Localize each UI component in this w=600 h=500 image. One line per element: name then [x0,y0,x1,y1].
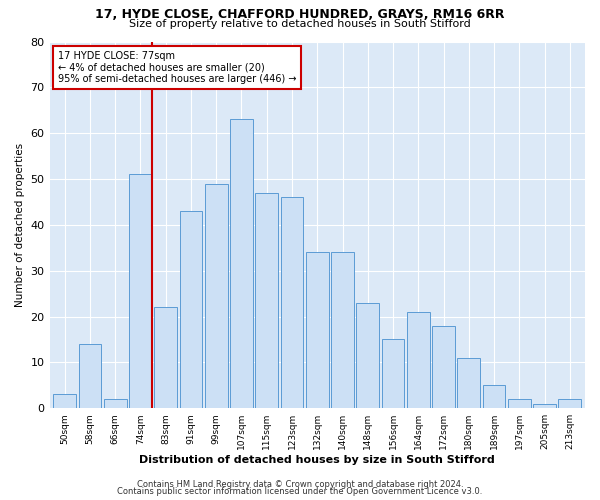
Bar [331,252,354,408]
Bar [559,399,581,408]
Text: 17, HYDE CLOSE, CHAFFORD HUNDRED, GRAYS, RM16 6RR: 17, HYDE CLOSE, CHAFFORD HUNDRED, GRAYS,… [95,8,505,20]
Text: Contains HM Land Registry data © Crown copyright and database right 2024.: Contains HM Land Registry data © Crown c… [137,480,463,489]
Bar [179,211,202,408]
X-axis label: Distribution of detached houses by size in South Stifford: Distribution of detached houses by size … [139,455,495,465]
Bar [356,303,379,408]
Text: Size of property relative to detached houses in South Stifford: Size of property relative to detached ho… [129,19,471,29]
Bar [104,399,127,408]
Text: 17 HYDE CLOSE: 77sqm
← 4% of detached houses are smaller (20)
95% of semi-detach: 17 HYDE CLOSE: 77sqm ← 4% of detached ho… [58,50,296,84]
Bar [53,394,76,408]
Bar [129,174,152,408]
Bar [154,308,177,408]
Bar [230,120,253,408]
Bar [483,386,505,408]
Text: Contains public sector information licensed under the Open Government Licence v3: Contains public sector information licen… [118,487,482,496]
Bar [432,326,455,408]
Bar [256,193,278,408]
Bar [382,340,404,408]
Bar [306,252,329,408]
Bar [79,344,101,408]
Bar [281,198,304,408]
Bar [533,404,556,408]
Bar [457,358,480,408]
Bar [205,184,227,408]
Bar [508,399,530,408]
Y-axis label: Number of detached properties: Number of detached properties [15,143,25,307]
Bar [407,312,430,408]
